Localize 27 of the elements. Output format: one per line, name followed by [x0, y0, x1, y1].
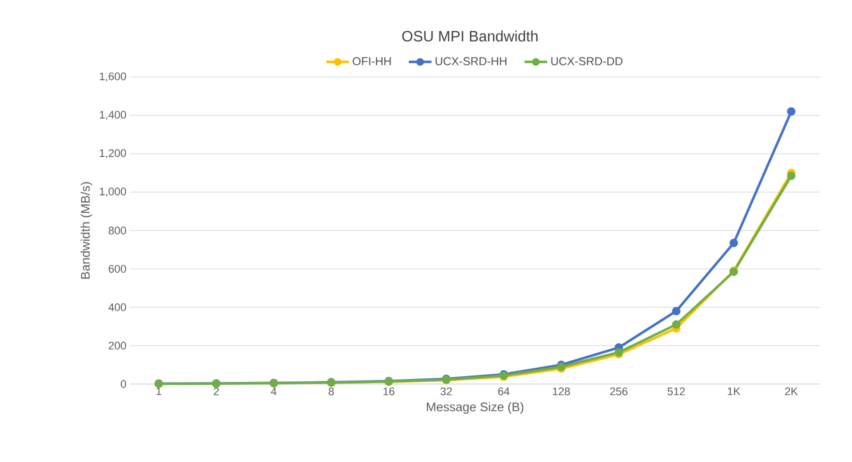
chart-title: OSU MPI Bandwidth [402, 30, 538, 42]
x-tick-label: 2K [785, 388, 798, 396]
x-tick-label: 32 [440, 388, 452, 396]
legend-label: UCX-SRD-HH [436, 57, 506, 66]
y-tick-label: 1,000 [100, 188, 126, 197]
legend-label: UCX-SRD-DD [551, 57, 622, 66]
x-tick-label: 128 [552, 388, 570, 396]
y-tick-label: 600 [108, 265, 126, 273]
x-tick-label: 1 [156, 388, 162, 396]
x-tick-label: 256 [610, 388, 628, 396]
y-tick-label: 200 [108, 342, 126, 350]
x-tick-label: 512 [668, 388, 685, 396]
y-tick-label: 0 [120, 380, 126, 388]
y-tick-label: 1,400 [100, 110, 126, 120]
y-tick-label: 1,600 [100, 72, 126, 82]
legend-label: OFI-HH [352, 57, 391, 66]
x-tick-label: 16 [383, 388, 394, 396]
x-tick-label: 64 [498, 388, 510, 396]
x-tick-label: 1K [728, 388, 740, 396]
x-tick-label: 8 [328, 388, 334, 396]
x-tick-label: 2 [214, 388, 219, 396]
y-tick-label: 1,200 [100, 149, 126, 158]
y-tick-label: 400 [108, 303, 126, 312]
y-tick-label: 800 [108, 226, 126, 234]
x-axis-title: Message Size (B) [426, 402, 524, 414]
y-axis-title: Bandwidth (MB/s) [80, 182, 92, 279]
x-tick-label: 4 [270, 388, 276, 396]
